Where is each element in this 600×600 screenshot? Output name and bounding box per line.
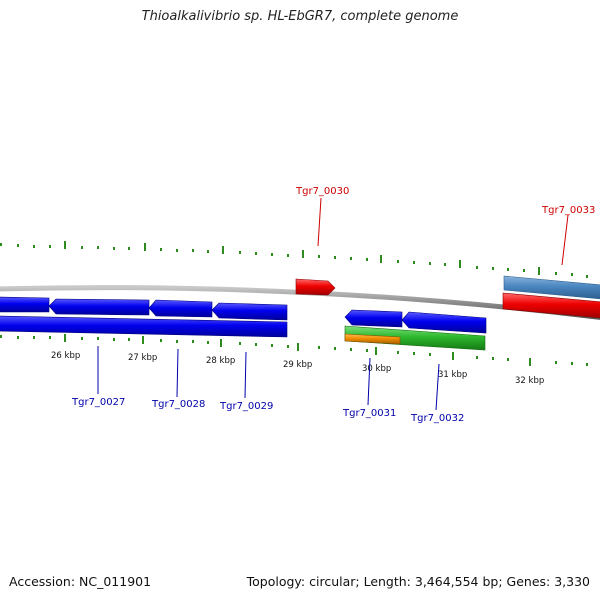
cds-orange[interactable] bbox=[344, 333, 401, 345]
lower-tick-ruler bbox=[0, 334, 588, 366]
gene-tgr7-0028[interactable] bbox=[148, 299, 213, 318]
ruler-label-26kbp: 26 kbp bbox=[51, 351, 80, 361]
gene-tgr7-0032[interactable] bbox=[401, 311, 487, 334]
gene-tgr7-0030[interactable] bbox=[295, 278, 336, 296]
ruler-label-31kbp: 31 kbp bbox=[438, 370, 467, 380]
ruler-label-30kbp: 30 kbp bbox=[362, 364, 391, 374]
ruler-label-27kbp: 27 kbp bbox=[128, 353, 157, 363]
map-title: Thioalkalivibrio sp. HL-EbGR7, complete … bbox=[141, 9, 459, 24]
ruler-label-28kbp: 28 kbp bbox=[206, 356, 235, 366]
leader-tgr7-0032 bbox=[435, 363, 440, 411]
gene-label-tgr7-0029[interactable]: Tgr7_0029 bbox=[219, 401, 273, 412]
leader-tgr7-0030 bbox=[317, 197, 322, 247]
gene-label-tgr7-0027[interactable]: Tgr7_0027 bbox=[71, 397, 125, 408]
topology-text: Topology: circular; Length: 3,464,554 bp… bbox=[246, 574, 590, 589]
ruler-label-32kbp: 32 kbp bbox=[515, 376, 544, 386]
gene-tgr7-0029[interactable] bbox=[211, 302, 288, 321]
leader-lines bbox=[97, 197, 569, 411]
leader-tgr7-0029 bbox=[244, 351, 247, 399]
gene-tgr7-0031[interactable] bbox=[344, 309, 403, 328]
gene-label-tgr7-0032[interactable]: Tgr7_0032 bbox=[410, 413, 464, 424]
gene-label-tgr7-0028[interactable]: Tgr7_0028 bbox=[151, 399, 205, 410]
gene-tgr7-0033-lower[interactable] bbox=[502, 292, 600, 319]
leader-tgr7-0028 bbox=[176, 348, 179, 398]
gene-label-tgr7-0031[interactable]: Tgr7_0031 bbox=[342, 408, 396, 419]
gene-tgr7-0033-upper[interactable] bbox=[503, 275, 600, 300]
gene-tgr7-0027[interactable] bbox=[48, 298, 150, 316]
gene-blue-left[interactable] bbox=[0, 296, 50, 313]
gene-label-tgr7-0033[interactable]: Tgr7_0033 bbox=[541, 205, 595, 216]
accession-text: Accession: NC_011901 bbox=[9, 574, 152, 589]
gene-label-tgr7-0030[interactable]: Tgr7_0030 bbox=[295, 186, 349, 197]
leader-tgr7-0031 bbox=[367, 357, 371, 406]
ruler-label-29kbp: 29 kbp bbox=[283, 360, 312, 370]
leader-tgr7-0033 bbox=[561, 214, 569, 266]
cds-blue-long[interactable] bbox=[0, 315, 288, 338]
upper-tick-ruler bbox=[0, 241, 588, 278]
